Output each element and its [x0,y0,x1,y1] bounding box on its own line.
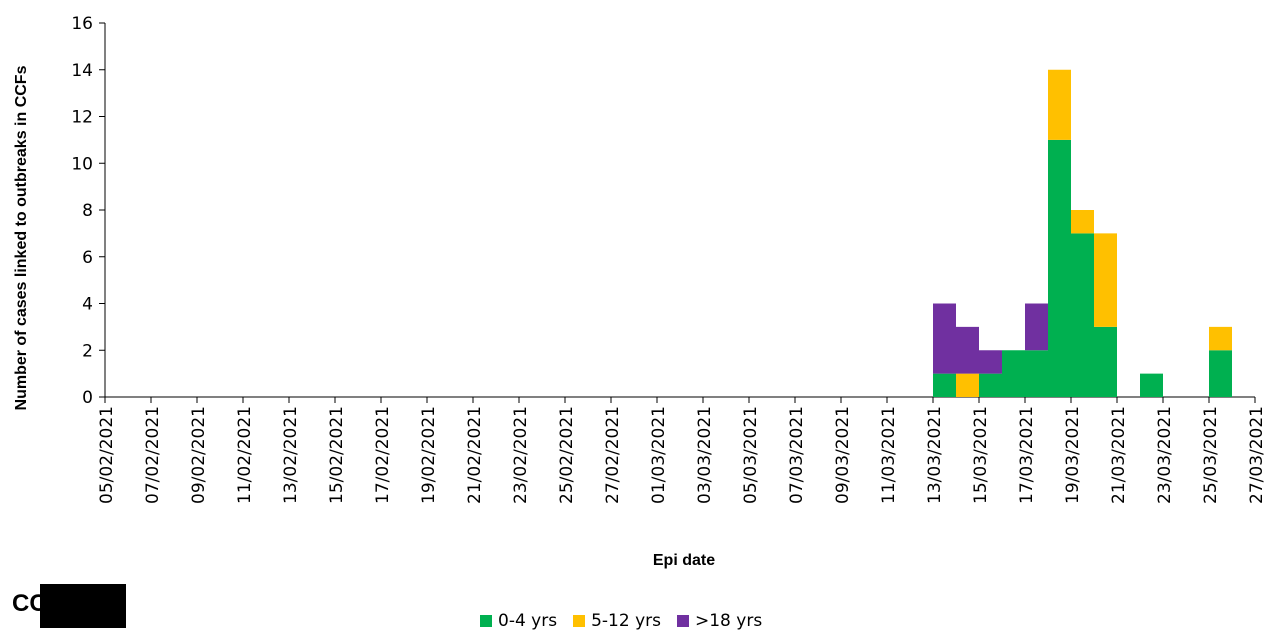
x-tick-label: 09/02/2021 [189,406,209,504]
x-tick-label: 25/02/2021 [557,406,577,504]
legend-item-over-18: >18 yrs [676,611,763,631]
x-tick-label: 15/03/2021 [971,406,991,504]
bar-segment-0-4 [1209,350,1232,397]
bar-segment-5-12 [956,373,979,397]
x-tick-label: 05/02/2021 [97,406,117,504]
x-tick-label: 21/02/2021 [465,406,485,504]
y-tick-label: 14 [71,61,93,81]
x-tick-label: 23/03/2021 [1155,406,1175,504]
x-tick-label: 07/03/2021 [787,406,807,504]
x-tick-label: 15/02/2021 [327,406,347,504]
x-tick-label: 21/03/2021 [1109,406,1129,504]
y-tick-label: 4 [82,295,93,315]
x-tick-label: 27/02/2021 [603,406,623,504]
redaction-box [40,584,126,628]
bar-segment-5-12 [1094,233,1117,327]
y-tick-label: 2 [82,341,93,361]
legend-label-over-18: >18 yrs [694,611,763,631]
x-tick-label: 17/03/2021 [1017,406,1037,504]
x-tick-label: 13/03/2021 [925,406,945,504]
y-tick-label: 10 [71,154,93,174]
x-tick-label: 17/02/2021 [373,406,393,504]
legend-swatch-0-4 [480,615,492,627]
x-tick-label: 27/03/2021 [1247,406,1265,504]
x-tick-label: 03/03/2021 [695,406,715,504]
bars [933,69,1232,397]
legend-label-5-12: 5-12 yrs [591,611,661,631]
legend-swatch-over-18 [676,615,689,627]
y-tick-label: 8 [82,201,93,221]
x-tick-label: 19/03/2021 [1063,406,1083,504]
bar-segment-0-4 [1094,326,1117,397]
y-axis: 0 2 4 6 8 10 12 14 16 [71,14,106,408]
x-tick-label: 11/02/2021 [235,406,255,504]
legend-label-0-4: 0-4 yrs [498,611,558,631]
legend-item-5-12: 5-12 yrs [573,611,661,631]
bar-segment-0-4 [1002,350,1025,397]
y-tick-label: 6 [82,248,93,268]
x-tick-label: 25/03/2021 [1201,406,1221,504]
bar-segment-over-18 [933,303,956,374]
y-tick-label: 16 [71,14,93,34]
legend: 0-4 yrs 5-12 yrs >18 yrs [480,611,762,631]
x-tick-label: 09/03/2021 [833,406,853,504]
y-tick-label: 12 [71,108,93,128]
bar-segment-0-4 [1025,350,1048,397]
bar-segment-5-12 [1209,326,1232,351]
bar-segment-0-4 [1140,373,1163,397]
bar-segment-0-4 [979,373,1002,397]
x-tick-label: 11/03/2021 [879,406,899,504]
bar-segment-over-18 [956,326,979,374]
bar-segment-5-12 [1048,69,1071,140]
legend-item-0-4: 0-4 yrs [480,611,557,631]
bar-segment-0-4 [1048,139,1071,397]
x-tick-label: 07/02/2021 [143,406,163,504]
legend-swatch-5-12 [573,615,586,627]
x-tick-label: 01/03/2021 [649,406,669,504]
bar-segment-5-12 [1071,210,1094,234]
bar-segment-0-4 [1071,233,1094,397]
bar-segment-over-18 [979,350,1002,374]
x-tick-label: 13/02/2021 [281,406,301,504]
x-tick-label: 23/02/2021 [511,406,531,504]
x-tick-label: 19/02/2021 [419,406,439,504]
bar-segment-0-4 [933,373,956,397]
y-axis-title: Number of cases linked to outbreaks in C… [13,65,30,410]
bar-segment-over-18 [1025,303,1048,351]
x-axis-title: Epi date [653,552,715,569]
x-axis: 05/02/2021 07/02/2021 09/02/2021 11/02/2021… [97,396,1265,504]
x-tick-label: 05/03/2021 [741,406,761,504]
y-tick-label: 0 [82,388,93,408]
